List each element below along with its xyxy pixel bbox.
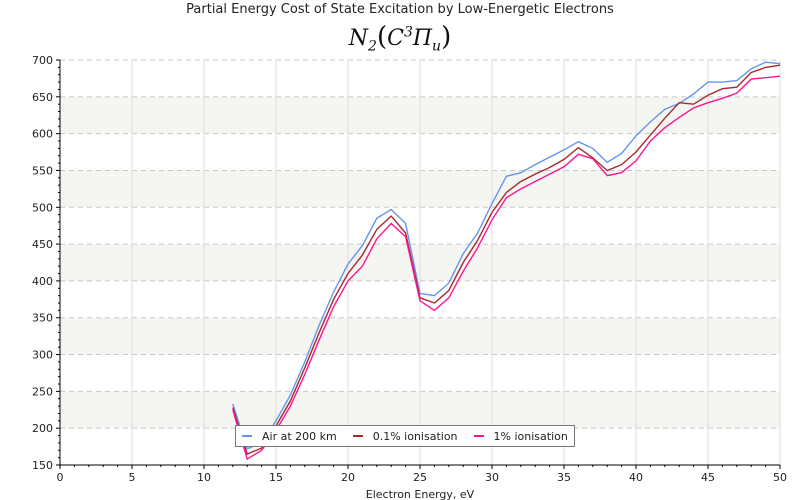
- x-tick-label: 30: [485, 471, 499, 484]
- y-tick-label: 200: [32, 422, 53, 435]
- y-tick-label: 400: [32, 275, 53, 288]
- chart-title: Partial Energy Cost of State Excitation …: [186, 2, 614, 17]
- legend-label: Air at 200 km: [262, 429, 337, 443]
- legend: Air at 200 km 0.1% ionisation 1% ionisatio…: [235, 425, 575, 447]
- subtitle-base: N: [348, 26, 369, 51]
- subtitle-term: Π: [412, 26, 433, 51]
- subtitle-term-sub: u: [432, 38, 442, 55]
- y-tick-label: 650: [32, 91, 53, 104]
- subtitle-state-sup: 3: [403, 24, 413, 41]
- legend-swatch: [242, 435, 252, 437]
- series-line-1: [232, 61, 781, 450]
- x-tick-label: 10: [197, 471, 211, 484]
- y-tick-label: 600: [32, 128, 53, 141]
- subtitle-close-paren: ): [441, 22, 452, 52]
- x-tick-label: 25: [413, 471, 427, 484]
- y-tick-label: 500: [32, 201, 53, 214]
- x-tick-label: 35: [557, 471, 571, 484]
- legend-swatch: [473, 435, 484, 437]
- y-tick-label: 550: [32, 164, 53, 177]
- grid-lines: [60, 59, 781, 465]
- x-tick-label: 40: [629, 471, 643, 484]
- x-tick-label: 20: [341, 471, 355, 484]
- legend-label: 0.1% ionisation: [372, 429, 458, 443]
- legend-swatch: [352, 435, 363, 437]
- legend-label: 1% ionisation: [493, 429, 568, 443]
- y-tick-label: 250: [32, 385, 53, 398]
- tick-labels: 150 200 250 300 350 400 450 500 550 600 650 700 0 5 10…: [32, 54, 787, 484]
- x-tick-label: 45: [701, 471, 715, 484]
- x-tick-label: 5: [129, 471, 136, 484]
- axes: [56, 59, 781, 469]
- series-line-2: [232, 64, 781, 455]
- subtitle-base-sub: 2: [368, 38, 377, 55]
- y-tick-label: 150: [32, 459, 53, 472]
- x-axis-label: Electron Energy, eV: [366, 488, 475, 500]
- chart-subtitle: N2(C3Πu): [0, 22, 800, 54]
- legend-item: Air at 200 km: [242, 430, 337, 443]
- y-tick-label: 350: [32, 312, 53, 325]
- x-tick-label: 15: [269, 471, 283, 484]
- legend-item: 0.1% ionisation: [352, 429, 458, 443]
- subtitle-open-paren: (: [376, 22, 388, 52]
- x-tick-label: 50: [773, 471, 787, 484]
- x-tick-label: 0: [57, 471, 64, 484]
- y-tick-label: 300: [32, 349, 53, 362]
- legend-item: 1% ionisation: [473, 429, 568, 443]
- series-lines: [232, 61, 781, 461]
- y-tick-label: 450: [32, 238, 53, 251]
- y-tick-label: 700: [32, 54, 53, 67]
- subtitle-state: C: [387, 26, 404, 51]
